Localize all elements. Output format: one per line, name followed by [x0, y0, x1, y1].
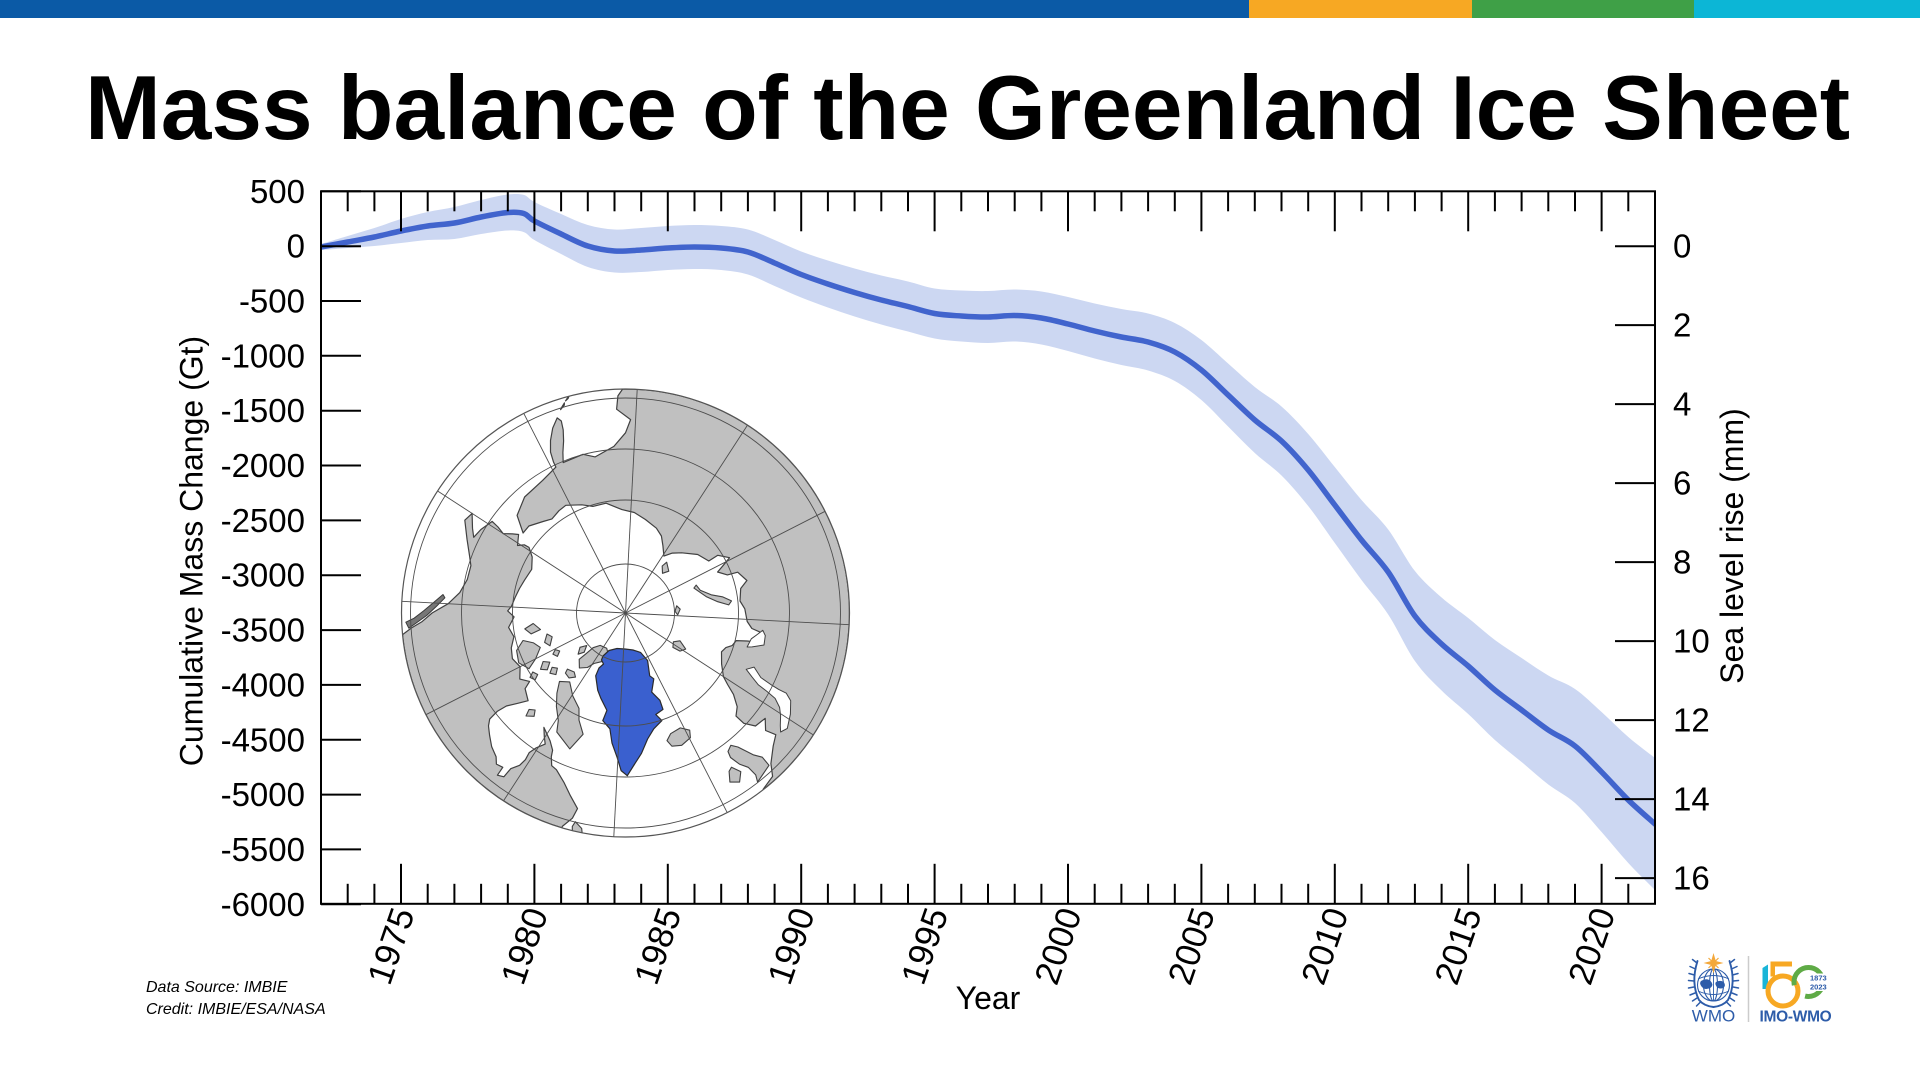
svg-text:-5000: -5000 [221, 776, 305, 813]
svg-text:Year: Year [956, 980, 1021, 1016]
svg-text:0: 0 [1673, 228, 1691, 265]
svg-text:500: 500 [250, 173, 305, 210]
svg-text:WMO: WMO [1692, 1007, 1735, 1026]
svg-text:-1000: -1000 [221, 337, 305, 374]
svg-text:8: 8 [1673, 544, 1691, 581]
svg-text:12: 12 [1673, 702, 1710, 739]
svg-text:-3000: -3000 [221, 557, 305, 594]
svg-text:-4000: -4000 [221, 666, 305, 703]
svg-text:-4500: -4500 [221, 721, 305, 758]
svg-text:-6000: -6000 [221, 886, 305, 923]
svg-text:Sea level rise (mm): Sea level rise (mm) [1714, 408, 1750, 684]
svg-text:4: 4 [1673, 386, 1691, 423]
svg-text:6: 6 [1673, 465, 1691, 502]
svg-text:1873: 1873 [1810, 974, 1827, 983]
svg-text:IMO-WMO: IMO-WMO [1760, 1009, 1832, 1026]
svg-text:-500: -500 [239, 283, 305, 320]
svg-text:16: 16 [1673, 860, 1710, 897]
svg-text:Cumulative Mass Change (Gt): Cumulative Mass Change (Gt) [174, 336, 210, 766]
svg-text:-3500: -3500 [221, 612, 305, 649]
svg-text:-1500: -1500 [221, 392, 305, 429]
svg-text:-5500: -5500 [221, 831, 305, 868]
svg-text:14: 14 [1673, 781, 1710, 818]
svg-text:-2500: -2500 [221, 502, 305, 539]
svg-text:-2000: -2000 [221, 447, 305, 484]
svg-text:2: 2 [1673, 307, 1691, 344]
svg-text:10: 10 [1673, 623, 1710, 660]
svg-text:0: 0 [287, 228, 305, 265]
svg-text:2023: 2023 [1810, 983, 1827, 992]
